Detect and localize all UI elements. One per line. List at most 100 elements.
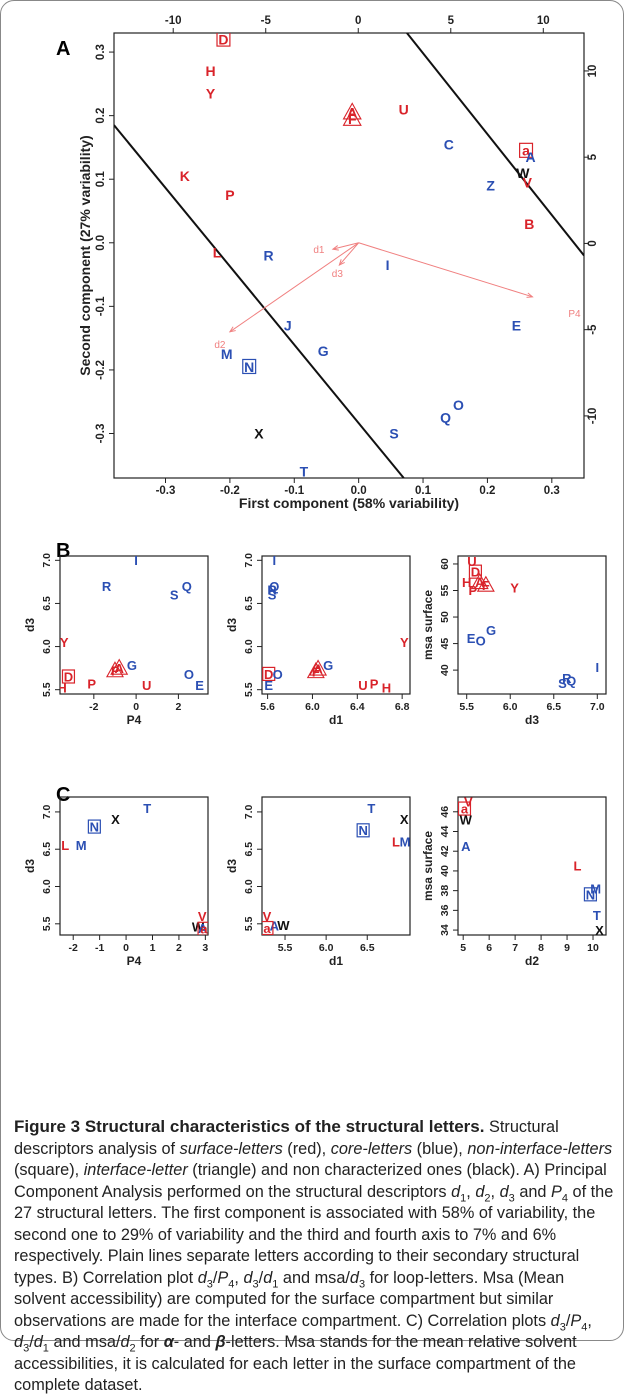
square-marker <box>262 666 276 682</box>
x-tick-label: 0 <box>133 701 139 713</box>
point-letter: a <box>263 921 271 936</box>
point-letter: D <box>64 669 73 684</box>
point-letter: Y <box>510 581 519 596</box>
point-letter: M <box>76 838 87 853</box>
y-axis-label: d3 <box>23 618 37 632</box>
point-letter: O <box>273 667 283 682</box>
point-letter: L <box>573 859 581 874</box>
x-tick-label: 5.6 <box>260 701 275 713</box>
chart-panel-c2: T X N L M VAa W 5.5 6.0 6.5 5.5 6.0 6.5 7.0 d1 d3 <box>225 796 411 968</box>
top-tick-label: 0 <box>355 15 361 27</box>
x-axis-label: d1 <box>329 954 343 968</box>
y-tick-label: 5.5 <box>41 916 53 931</box>
x-tick-label: 7 <box>512 942 518 954</box>
loading-arrowhead <box>331 245 339 251</box>
right-tick-label: 10 <box>587 65 599 78</box>
loading-arrowhead <box>338 259 345 267</box>
point-letter: G <box>486 623 496 638</box>
x-tick-label: 2 <box>175 701 181 713</box>
loading-label: d2 <box>214 340 226 351</box>
plot-frame <box>59 796 209 936</box>
x-tick-label: -2 <box>69 942 78 954</box>
y-axis-label: d3 <box>23 859 37 873</box>
y-tick-label: 5.5 <box>243 916 255 931</box>
point-letter: C <box>444 136 454 152</box>
y-tick-label: 38 <box>439 885 451 897</box>
x-axis-label: d2 <box>525 954 539 968</box>
x-tick-label: 7.0 <box>590 701 605 713</box>
point-letter: S <box>389 426 398 442</box>
point-letter: M <box>221 346 233 362</box>
triangle-marker <box>342 108 362 126</box>
point-letter: F <box>482 578 490 593</box>
point-letter: P <box>468 583 477 598</box>
top-tick-label: -5 <box>261 15 272 27</box>
y-tick-label: 5.5 <box>243 682 255 697</box>
figure-caption: Figure 3 Structural characteristics of t… <box>14 1117 614 1394</box>
y-tick-label: 6.5 <box>243 596 255 611</box>
loading-arrow <box>358 242 533 298</box>
loading-label: d1 <box>313 245 325 256</box>
point-letter: F <box>348 111 357 127</box>
chart-panel-b3: UDH AFP Y GE O RQS I 5.5 6.0 6.5 7.0 40 45 50 55 60 d3 ms… <box>421 555 607 727</box>
point-letter: L <box>213 244 222 260</box>
point-letter: X <box>595 923 604 938</box>
point-letter: E <box>264 678 273 693</box>
point-letter: Z <box>486 178 495 194</box>
triangle-marker <box>105 661 124 678</box>
x-axis-label: d1 <box>329 713 343 727</box>
y-tick-label: 7.0 <box>41 553 53 568</box>
point-letter: A <box>475 575 485 590</box>
plot-area: UDH AFP Y GE O RQS I <box>462 556 599 691</box>
panel-label-a: A <box>56 38 71 60</box>
point-letter: H <box>462 575 471 590</box>
y-tick-label: 50 <box>439 611 451 623</box>
x-tick-label: -0.2 <box>220 485 240 497</box>
triangle-marker <box>476 575 495 592</box>
point-letter: D <box>471 565 480 580</box>
y-tick-label: -0.1 <box>95 296 107 316</box>
point-letter: a <box>461 802 469 817</box>
point-letter: E <box>467 631 476 646</box>
point-letter: X <box>254 426 264 442</box>
y-tick-label: 60 <box>439 558 451 570</box>
x-axis-label: P4 <box>127 954 142 968</box>
triangle-marker <box>306 661 325 679</box>
point-letter: A <box>461 839 471 854</box>
point-letter: M <box>400 834 411 849</box>
point-letter: E <box>195 678 204 693</box>
point-letter: R <box>267 582 277 597</box>
point-letter: a <box>200 922 208 937</box>
y-tick-label: 0.0 <box>95 235 107 251</box>
x-tick-label: 10 <box>587 942 599 954</box>
x-tick-label: -0.1 <box>284 485 304 497</box>
y-tick-label: 0.3 <box>95 44 107 60</box>
y-tick-label: 46 <box>439 806 451 818</box>
point-letter: a <box>522 143 530 159</box>
point-letter: L <box>61 838 69 853</box>
plot-frame <box>457 796 607 936</box>
plot-frame <box>59 555 209 695</box>
point-letter: R <box>562 671 572 686</box>
y-tick-label: 6.0 <box>41 879 53 894</box>
caption-text: Structural descriptors analysis of surfa… <box>14 1118 614 1394</box>
y-tick-label: 36 <box>439 904 451 916</box>
y-tick-label: 45 <box>439 638 451 650</box>
y-tick-label: 7.0 <box>243 553 255 568</box>
x-tick-label: -0.3 <box>156 485 176 497</box>
point-letter: T <box>367 801 375 816</box>
point-letter: A <box>270 919 280 934</box>
y-tick-label: 0.1 <box>95 171 107 188</box>
loading-arrow <box>338 242 360 266</box>
y-tick-label: 6.0 <box>243 879 255 894</box>
x-tick-label: 6.5 <box>360 942 375 954</box>
point-letter: R <box>102 579 112 594</box>
point-letter: U <box>399 101 409 117</box>
y-tick-label: 44 <box>439 826 451 838</box>
triangle-marker <box>342 102 362 120</box>
y-tick-label: 55 <box>439 585 451 597</box>
y-tick-label: 7.0 <box>243 804 255 819</box>
right-tick-label: 0 <box>587 240 599 246</box>
